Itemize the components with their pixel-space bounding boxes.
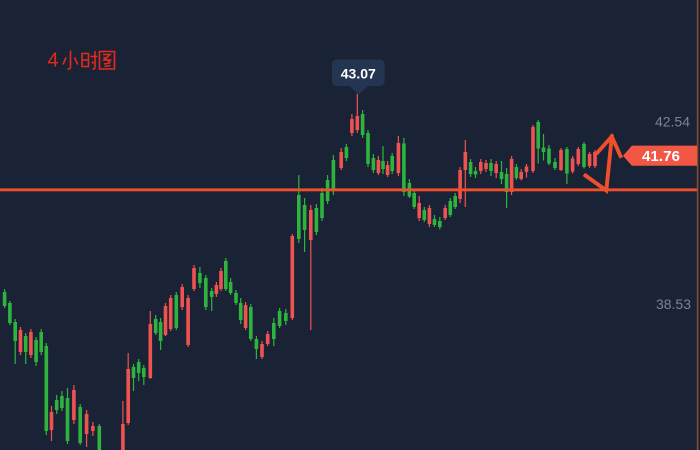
svg-text:43.07: 43.07 [341,65,376,81]
svg-text:38.53: 38.53 [656,296,691,312]
svg-text:41.76: 41.76 [642,148,680,165]
svg-text:4: 4 [48,50,59,72]
svg-text:42.54: 42.54 [655,113,690,129]
